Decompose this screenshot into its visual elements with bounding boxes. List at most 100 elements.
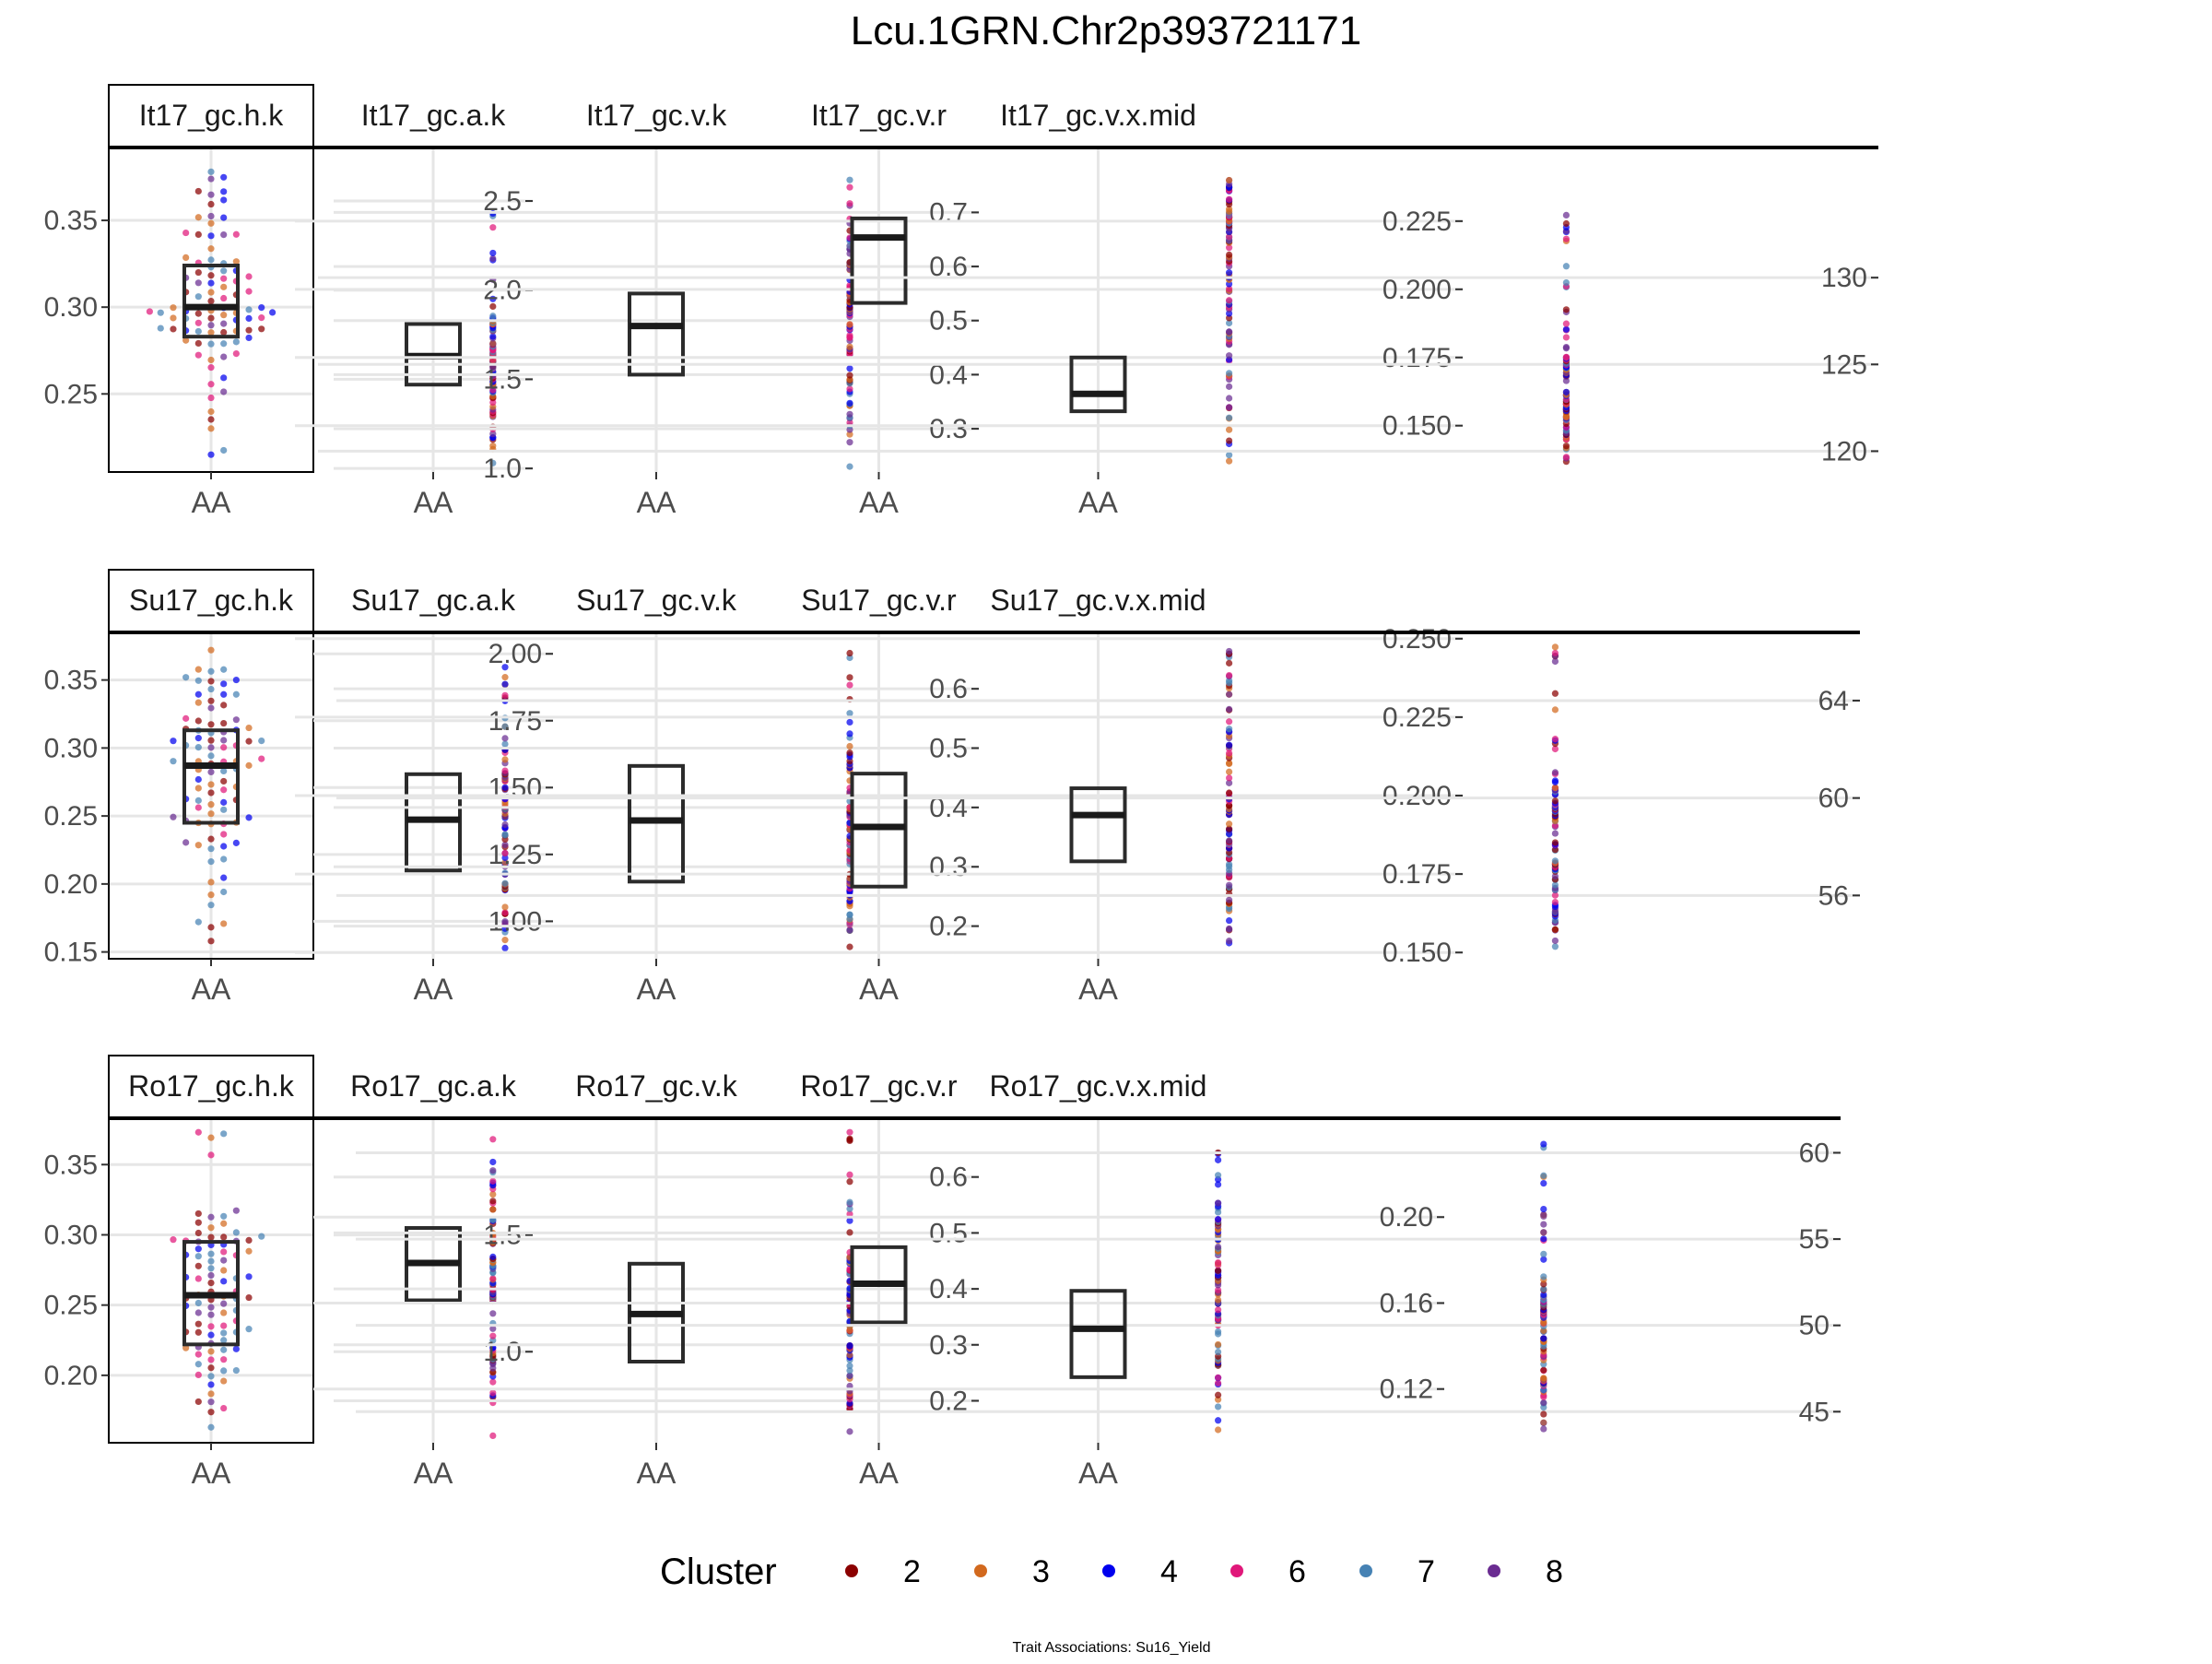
point-ro17-gc-v-r-85 [1215,1199,1222,1207]
ytick-label-it17-gc-v-k-4: 0.7 [929,197,968,228]
point-it17-gc-h-k-31 [194,319,202,326]
point-it17-gc-h-k-51 [220,294,228,302]
strip-it17-gc-h-k [108,84,314,148]
points-ro17-gc-v-x-mid [1540,1140,1547,1433]
ytick-label-su17-gc-v-r-0: 0.150 [1382,938,1452,968]
point-su17-gc-v-k-86 [846,710,853,717]
point-ro17-gc-v-r-64 [1215,1243,1222,1251]
panel-su17-gc-v-r: Su17_gc.v.r 0.150 0.175 0.200 0.225 0.250 AA [295,584,1463,1006]
point-it17-gc-h-k-85 [220,196,228,204]
point-su17-gc-v-r-18 [1226,881,1233,889]
xtick-label-ro17-gc-a-k: AA [414,1457,453,1490]
point-ro17-gc-a-k-4 [489,1389,497,1397]
point-it17-gc-h-k-39 [194,310,202,317]
point-it17-gc-v-r-82 [1226,195,1233,203]
ytick-label-su17-gc-v-r-1: 0.175 [1382,859,1452,890]
point-ro17-gc-v-k-83 [846,1205,853,1212]
point-it17-gc-v-k-0 [846,463,853,470]
point-it17-gc-h-k-7 [207,381,215,388]
point-ro17-gc-v-k-0 [846,1428,853,1435]
point-it17-gc-h-k-79 [182,229,190,237]
points-ro17-gc-v-r [1215,1149,1222,1434]
point-su17-gc-v-x-mid-78 [1551,777,1559,785]
point-it17-gc-v-k-12 [846,399,853,407]
point-su17-gc-h-k-60 [258,737,265,745]
point-it17-gc-h-k-16 [194,339,202,348]
ytick-label-ro17-gc-v-r-2: 0.20 [1380,1202,1433,1233]
point-ro17-gc-h-k-2 [220,1404,228,1412]
point-su17-gc-h-k-12 [220,843,228,850]
point-ro17-gc-v-r-57 [1215,1259,1222,1267]
point-ro17-gc-h-k-88 [207,1151,215,1159]
point-it17-gc-a-k-2 [489,443,497,450]
point-su17-gc-a-k-79 [501,740,509,748]
point-ro17-gc-h-k-7 [220,1377,228,1385]
point-su17-gc-h-k-84 [207,678,215,685]
point-su17-gc-a-k-20 [501,879,509,887]
point-ro17-gc-h-k-18 [220,1346,228,1353]
point-it17-gc-a-k-82 [489,313,497,320]
ytick-label-ro17-gc-v-x-mid-1: 50 [1799,1311,1830,1341]
strip-label-ro17-gc-v-x-mid: Ro17_gc.v.x.mid [990,1069,1207,1103]
point-it17-gc-v-x-mid-80 [1562,306,1570,313]
point-su17-gc-h-k-15 [182,839,190,846]
point-ro17-gc-h-k-12 [207,1364,215,1372]
point-su17-gc-h-k-38 [220,777,228,785]
point-it17-gc-h-k-9 [207,364,215,372]
ytick-label-ro17-gc-v-k-4: 0.6 [929,1162,968,1193]
point-su17-gc-h-k-10 [220,856,228,863]
strip-label-it17-gc-v-k: It17_gc.v.k [586,99,727,132]
point-ro17-gc-h-k-36 [194,1309,202,1316]
point-su17-gc-v-k-91 [846,649,853,657]
point-it17-gc-a-k-87 [489,254,497,262]
point-it17-gc-v-r-45 [1226,269,1233,277]
point-su17-gc-v-r-59 [1226,779,1233,786]
xtick-label-it17-gc-v-x-mid: AA [1078,486,1118,519]
ytick-label-it17-gc-a-k-1: 1.5 [483,364,522,395]
point-it17-gc-v-r-0 [1226,457,1233,465]
point-su17-gc-h-k-2 [220,920,228,927]
ytick-label-su17-gc-h-k-2: 0.25 [44,801,98,832]
point-su17-gc-h-k-33 [207,789,215,797]
xtick-label-ro17-gc-v-x-mid: AA [1078,1457,1118,1490]
point-su17-gc-h-k-35 [194,785,202,792]
ytick-label-su17-gc-v-k-0: 0.2 [929,912,968,942]
point-it17-gc-h-k-78 [232,230,240,238]
point-su17-gc-h-k-23 [245,814,253,821]
point-ro17-gc-h-k-67 [245,1247,253,1255]
point-it17-gc-h-k-88 [194,187,202,195]
point-it17-gc-h-k-90 [220,173,228,181]
point-su17-gc-h-k-53 [207,744,215,751]
point-ro17-gc-h-k-45 [245,1293,253,1302]
panel-ro17-gc-h-k: Ro17_gc.h.k 0.20 0.25 0.30 0.35 AA [44,1055,314,1490]
point-it17-gc-h-k-73 [182,254,190,261]
point-it17-gc-v-r-28 [1226,319,1233,327]
point-it17-gc-v-x-mid-5 [1562,443,1570,450]
point-ro17-gc-a-k-22 [489,1332,497,1339]
point-su17-gc-a-k-73 [501,767,509,774]
point-su17-gc-a-k-91 [501,664,509,671]
point-su17-gc-v-r-4 [1226,925,1233,932]
point-su17-gc-h-k-78 [207,697,215,704]
point-ro17-gc-h-k-75 [170,1236,177,1244]
point-it17-gc-h-k-3 [207,416,215,423]
xtick-label-su17-gc-v-k: AA [637,973,677,1006]
point-su17-gc-h-k-79 [220,690,228,698]
point-su17-gc-v-r-25 [1226,861,1233,868]
point-su17-gc-v-r-76 [1226,718,1233,726]
point-su17-gc-h-k-34 [220,786,228,794]
point-ro17-gc-h-k-15 [220,1356,228,1363]
ytick-label-it17-gc-h-k-0: 0.25 [44,379,98,409]
ytick-label-ro17-gc-v-x-mid-0: 45 [1799,1397,1830,1427]
point-it17-gc-h-k-14 [207,340,215,348]
point-it17-gc-h-k-2 [207,425,215,432]
point-ro17-gc-h-k-82 [220,1220,228,1227]
point-su17-gc-h-k-14 [232,839,240,846]
point-su17-gc-a-k-1 [501,937,509,944]
point-ro17-gc-h-k-79 [194,1229,202,1237]
point-su17-gc-a-k-80 [501,735,509,742]
point-ro17-gc-v-x-mid-72 [1540,1285,1547,1292]
point-ro17-gc-h-k-77 [220,1233,228,1241]
ytick-label-it17-gc-h-k-1: 0.30 [44,292,98,323]
point-su17-gc-v-x-mid-81 [1551,745,1559,753]
